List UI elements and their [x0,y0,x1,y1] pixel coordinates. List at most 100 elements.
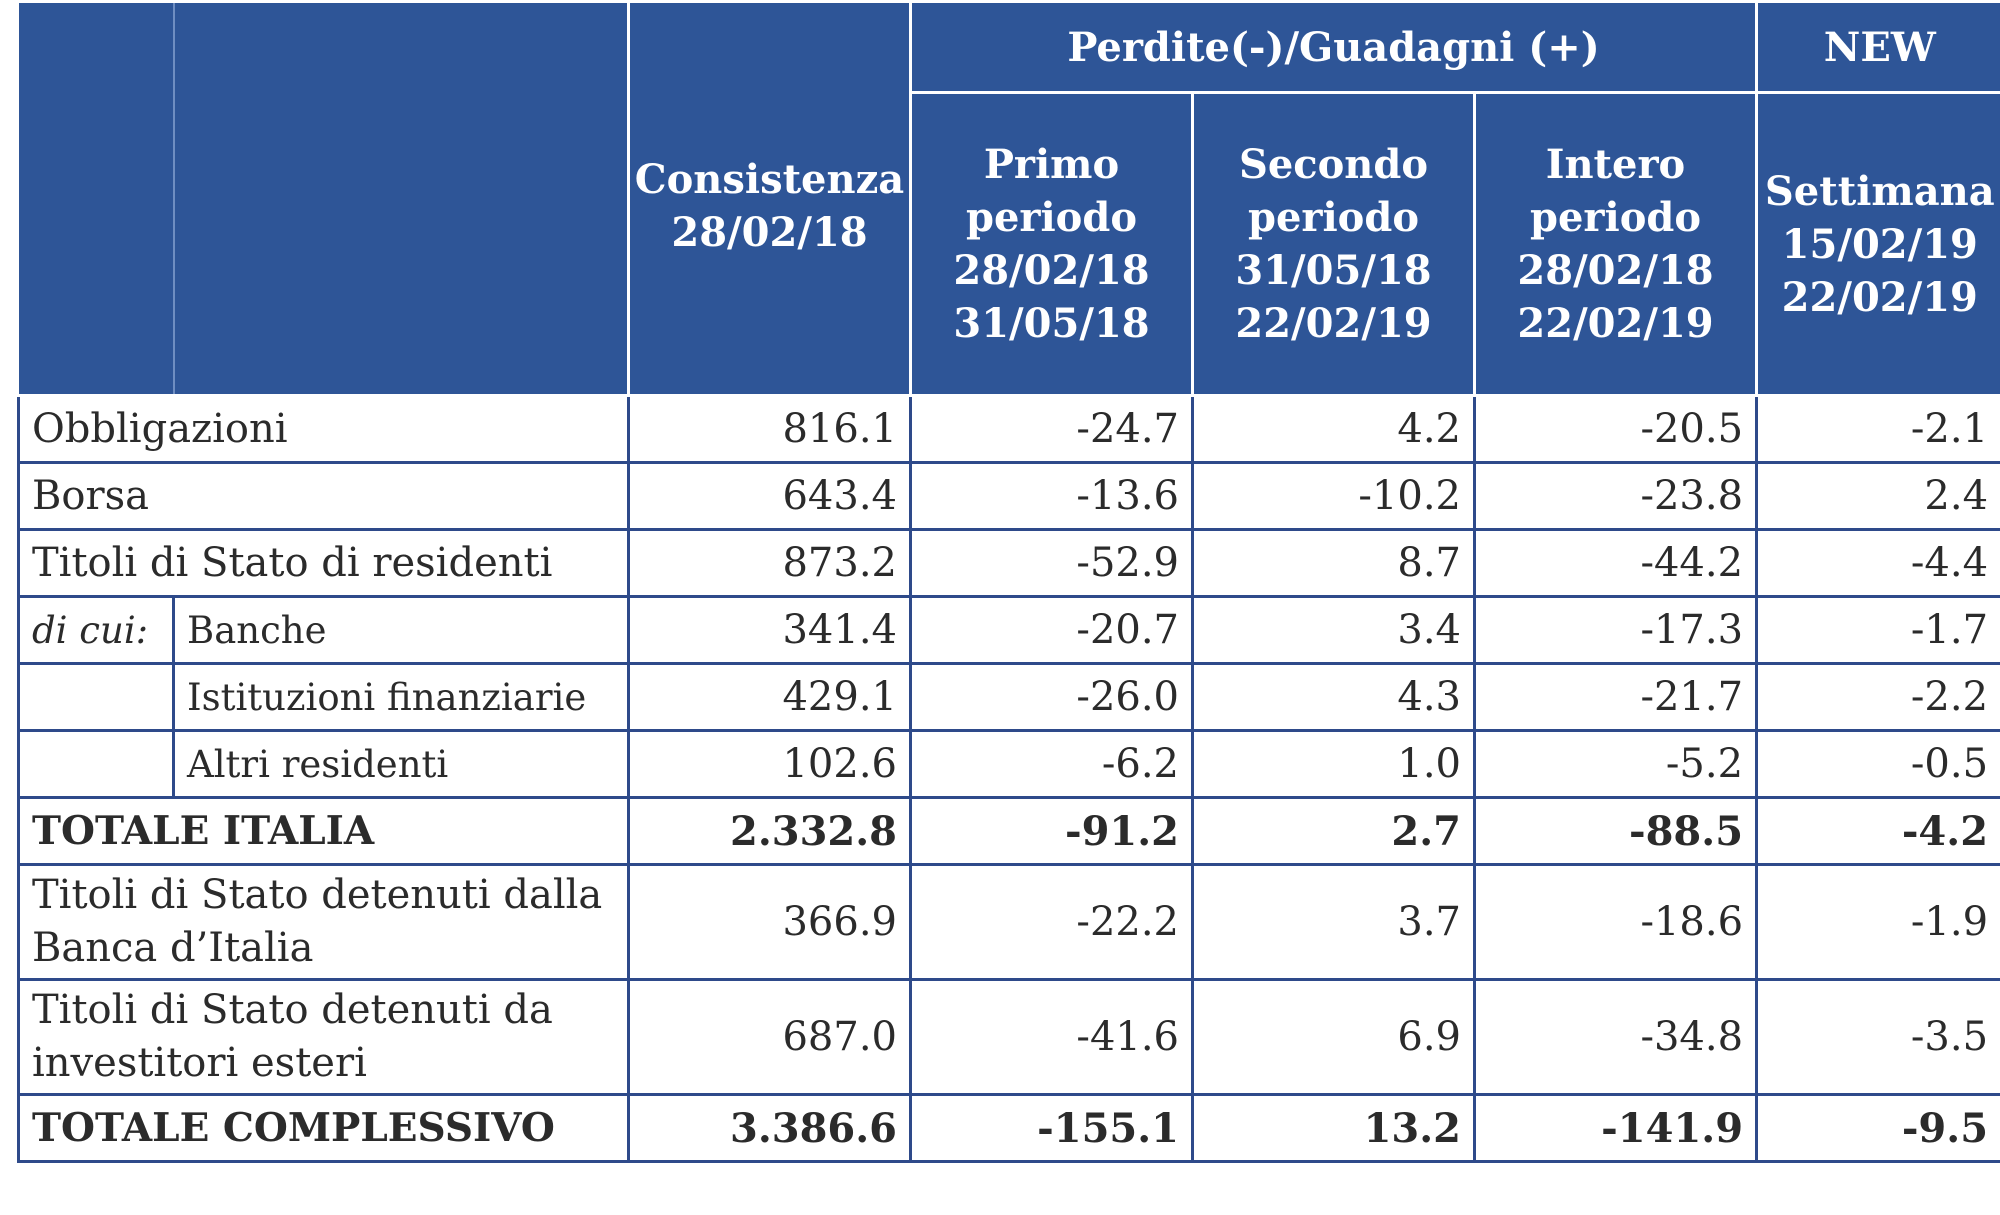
cell-consistenza: 429.1 [627,662,912,732]
cell-intero: -88.5 [1472,796,1759,866]
cell-consistenza: 102.6 [627,729,912,799]
col-header-primo-periodo: Primo periodo 28/02/18 31/05/18 [909,92,1193,397]
cell-secondo: 2.7 [1191,796,1476,866]
row-blank-cell [17,729,175,799]
row-label: Titoli di Stato detenuti dalla Banca d’I… [17,863,630,981]
col-header-line: 15/02/19 [1781,220,1978,268]
col-header-secondo-periodo: Secondo periodo 31/05/18 22/02/19 [1191,92,1475,397]
row-label-line: investitori esteri [32,1040,367,1086]
cell-primo: -41.6 [909,978,1194,1096]
row-prefix-di-cui: di cui: [17,595,175,665]
row-label: Istituzioni finanziarie [172,662,630,732]
col-header-line: 28/02/18 [671,209,868,256]
table-row-altri: Altri residenti 102.6 -6.2 1.0 -5.2 -0.5 [17,729,2000,799]
cell-settimana: -4.2 [1755,796,2000,866]
table-row-totale-italia: TOTALE ITALIA 2.332.8 -91.2 2.7 -88.5 -4… [17,796,2000,866]
table-row-totale-complessivo: TOTALE COMPLESSIVO 3.386.6 -155.1 13.2 -… [17,1093,2000,1163]
row-label: Obbligazioni [17,394,630,464]
col-header-line: 28/02/18 [1517,247,1714,294]
cell-primo: -91.2 [909,796,1194,866]
cell-secondo: 3.4 [1191,595,1476,665]
cell-intero: -44.2 [1472,528,1759,598]
cell-settimana: -1.7 [1755,595,2000,665]
cell-consistenza: 687.0 [627,978,912,1096]
row-label-line: Titoli di Stato detenuti da [32,987,553,1033]
cell-primo: -52.9 [909,528,1194,598]
header-blank-cell [173,3,629,397]
cell-secondo: 3.7 [1191,863,1476,981]
cell-secondo: 4.3 [1191,662,1476,732]
table-row-banche: di cui: Banche 341.4 -20.7 3.4 -17.3 -1.… [17,595,2000,665]
cell-consistenza: 3.386.6 [627,1093,912,1163]
col-header-line: Intero [1545,141,1686,188]
col-header-line: 31/05/18 [1235,247,1432,294]
row-label: Borsa [17,461,630,531]
cell-intero: -34.8 [1472,978,1759,1096]
cell-settimana: 2.4 [1755,461,2000,531]
table-header: Consistenza 28/02/18 Perdite(-)/Guadagni… [18,3,2000,397]
cell-intero: -23.8 [1472,461,1759,531]
cell-primo: -26.0 [909,662,1194,732]
cell-settimana: -4.4 [1755,528,2000,598]
cell-secondo: 4.2 [1191,394,1476,464]
cell-settimana: -1.9 [1755,863,2000,981]
row-label: TOTALE ITALIA [17,796,630,866]
table-row-obbligazioni: Obbligazioni 816.1 -24.7 4.2 -20.5 -2.1 [17,394,2000,464]
col-header-line: Settimana [1764,167,1995,215]
group-header-new: NEW [1755,3,2000,94]
col-header-line: Consistenza [634,156,905,203]
row-label: TOTALE COMPLESSIVO [17,1093,630,1163]
data-table: Consistenza 28/02/18 Perdite(-)/Guadagni… [17,3,2000,1163]
cell-consistenza: 366.9 [627,863,912,981]
cell-secondo: 6.9 [1191,978,1476,1096]
cell-primo: -155.1 [909,1093,1194,1163]
cell-consistenza: 873.2 [627,528,912,598]
cell-intero: -5.2 [1472,729,1759,799]
cell-intero: -141.9 [1472,1093,1759,1163]
col-header-line: periodo [1530,194,1702,241]
col-header-line: 22/02/19 [1517,300,1714,347]
row-label: Altri residenti [172,729,630,799]
cell-secondo: -10.2 [1191,461,1476,531]
cell-settimana: -2.2 [1755,662,2000,732]
col-header-line: periodo [965,194,1137,241]
row-blank-cell [17,662,175,732]
cell-consistenza: 816.1 [627,394,912,464]
cell-secondo: 13.2 [1191,1093,1476,1163]
row-label-line: Banca d’Italia [32,925,314,971]
header-blank-cell [18,3,175,397]
cell-intero: -20.5 [1472,394,1759,464]
cell-settimana: -2.1 [1755,394,2000,464]
col-header-intero-periodo: Intero periodo 28/02/18 22/02/19 [1472,92,1757,397]
row-label: Banche [172,595,630,665]
cell-settimana: -9.5 [1755,1093,2000,1163]
cell-primo: -6.2 [909,729,1194,799]
col-header-line: Primo [983,141,1120,188]
col-header-line: 28/02/18 [953,247,1150,294]
row-label: Titoli di Stato di residenti [17,528,630,598]
cell-primo: -20.7 [909,595,1194,665]
row-label-line: Titoli di Stato detenuti dalla [32,872,603,918]
table-row-istituzioni: Istituzioni finanziarie 429.1 -26.0 4.3 … [17,662,2000,732]
row-label: Titoli di Stato detenuti da investitori … [17,978,630,1096]
cell-intero: -21.7 [1472,662,1759,732]
cell-consistenza: 341.4 [627,595,912,665]
table-row-banca-italia: Titoli di Stato detenuti dalla Banca d’I… [17,863,2000,981]
col-header-line: 22/02/19 [1235,300,1432,347]
cell-primo: -13.6 [909,461,1194,531]
cell-settimana: -0.5 [1755,729,2000,799]
cell-intero: -17.3 [1472,595,1759,665]
col-header-line: 22/02/19 [1781,273,1978,321]
group-header-perdite-guadagni: Perdite(-)/Guadagni (+) [908,3,1757,94]
cell-intero: -18.6 [1472,863,1759,981]
cell-consistenza: 2.332.8 [627,796,912,866]
cell-secondo: 1.0 [1191,729,1476,799]
col-header-line: periodo [1247,194,1419,241]
table-row-investitori-esteri: Titoli di Stato detenuti da investitori … [17,978,2000,1096]
table-row-titoli-residenti: Titoli di Stato di residenti 873.2 -52.9… [17,528,2000,598]
table-row-borsa: Borsa 643.4 -13.6 -10.2 -23.8 2.4 [17,461,2000,531]
cell-settimana: -3.5 [1755,978,2000,1096]
col-header-settimana: Settimana 15/02/19 22/02/19 [1755,92,2000,397]
col-header-line: 31/05/18 [953,300,1150,347]
cell-consistenza: 643.4 [627,461,912,531]
